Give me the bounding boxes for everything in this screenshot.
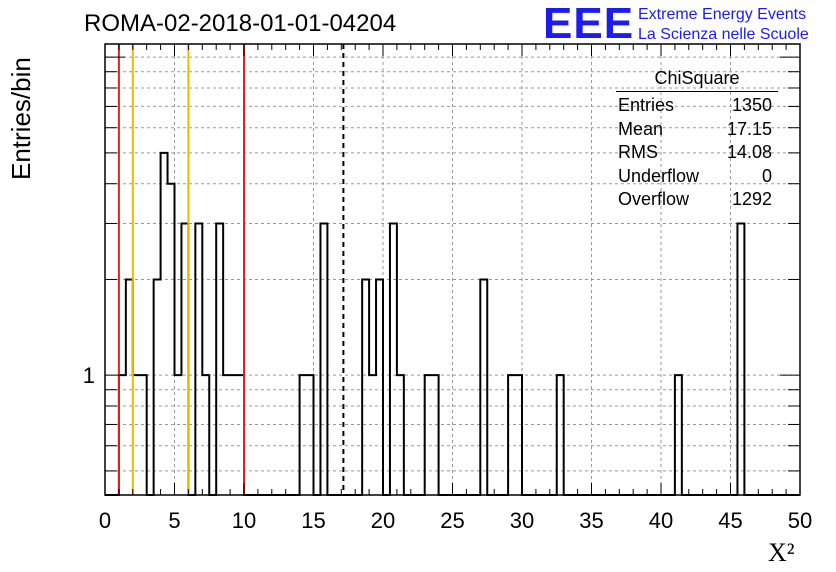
plot-title: ROMA-02-2018-01-01-04204 (84, 10, 397, 37)
logo-line-1: Extreme Energy Events (638, 6, 807, 23)
x-axis-label: X² (768, 538, 795, 567)
eee-logo: EEE Extreme Energy Events La Scienza nel… (543, 0, 809, 48)
x-tick-label: 10 (232, 508, 256, 533)
x-tick-label: 45 (718, 508, 742, 533)
logo-line-2: La Scienza nelle Scuole (638, 26, 809, 43)
stats-label: RMS (618, 142, 658, 162)
x-tick-label: 40 (649, 508, 673, 533)
x-tick-label: 35 (579, 508, 603, 533)
stats-label: Overflow (618, 189, 690, 209)
x-tick-label: 15 (301, 508, 325, 533)
stats-title: ChiSquare (616, 66, 778, 92)
stats-value: 1292 (731, 189, 772, 209)
stats-row-underflow: Underflow 0 (612, 165, 782, 189)
stats-row-mean: Mean 17.15 (612, 118, 782, 142)
stats-value: 1350 (731, 95, 772, 115)
y-axis-label: Entries/bin (6, 57, 36, 180)
stats-row-rms: RMS 14.08 (612, 141, 782, 165)
y-tick-label: 1 (83, 363, 95, 388)
stats-box: ChiSquare Entries 1350 Mean 17.15 RMS 14… (612, 66, 782, 212)
stats-label: Underflow (618, 165, 700, 186)
stats-label: Entries (618, 95, 675, 115)
x-tick-label: 30 (510, 508, 534, 533)
x-tick-label: 50 (788, 508, 812, 533)
stats-label: Mean (618, 118, 664, 139)
stats-row-overflow: Overflow 1292 (612, 188, 782, 212)
x-tick-label: 5 (168, 508, 180, 533)
stats-value: 14.08 (726, 142, 772, 162)
stats-value: 17.15 (726, 118, 772, 139)
x-tick-label: 20 (371, 508, 395, 533)
x-tick-label: 0 (99, 508, 111, 533)
x-tick-label: 25 (440, 508, 464, 533)
eee-logo-mark: EEE (543, 0, 635, 48)
stats-value: 0 (761, 165, 772, 186)
stats-row-entries: Entries 1350 (612, 94, 782, 118)
